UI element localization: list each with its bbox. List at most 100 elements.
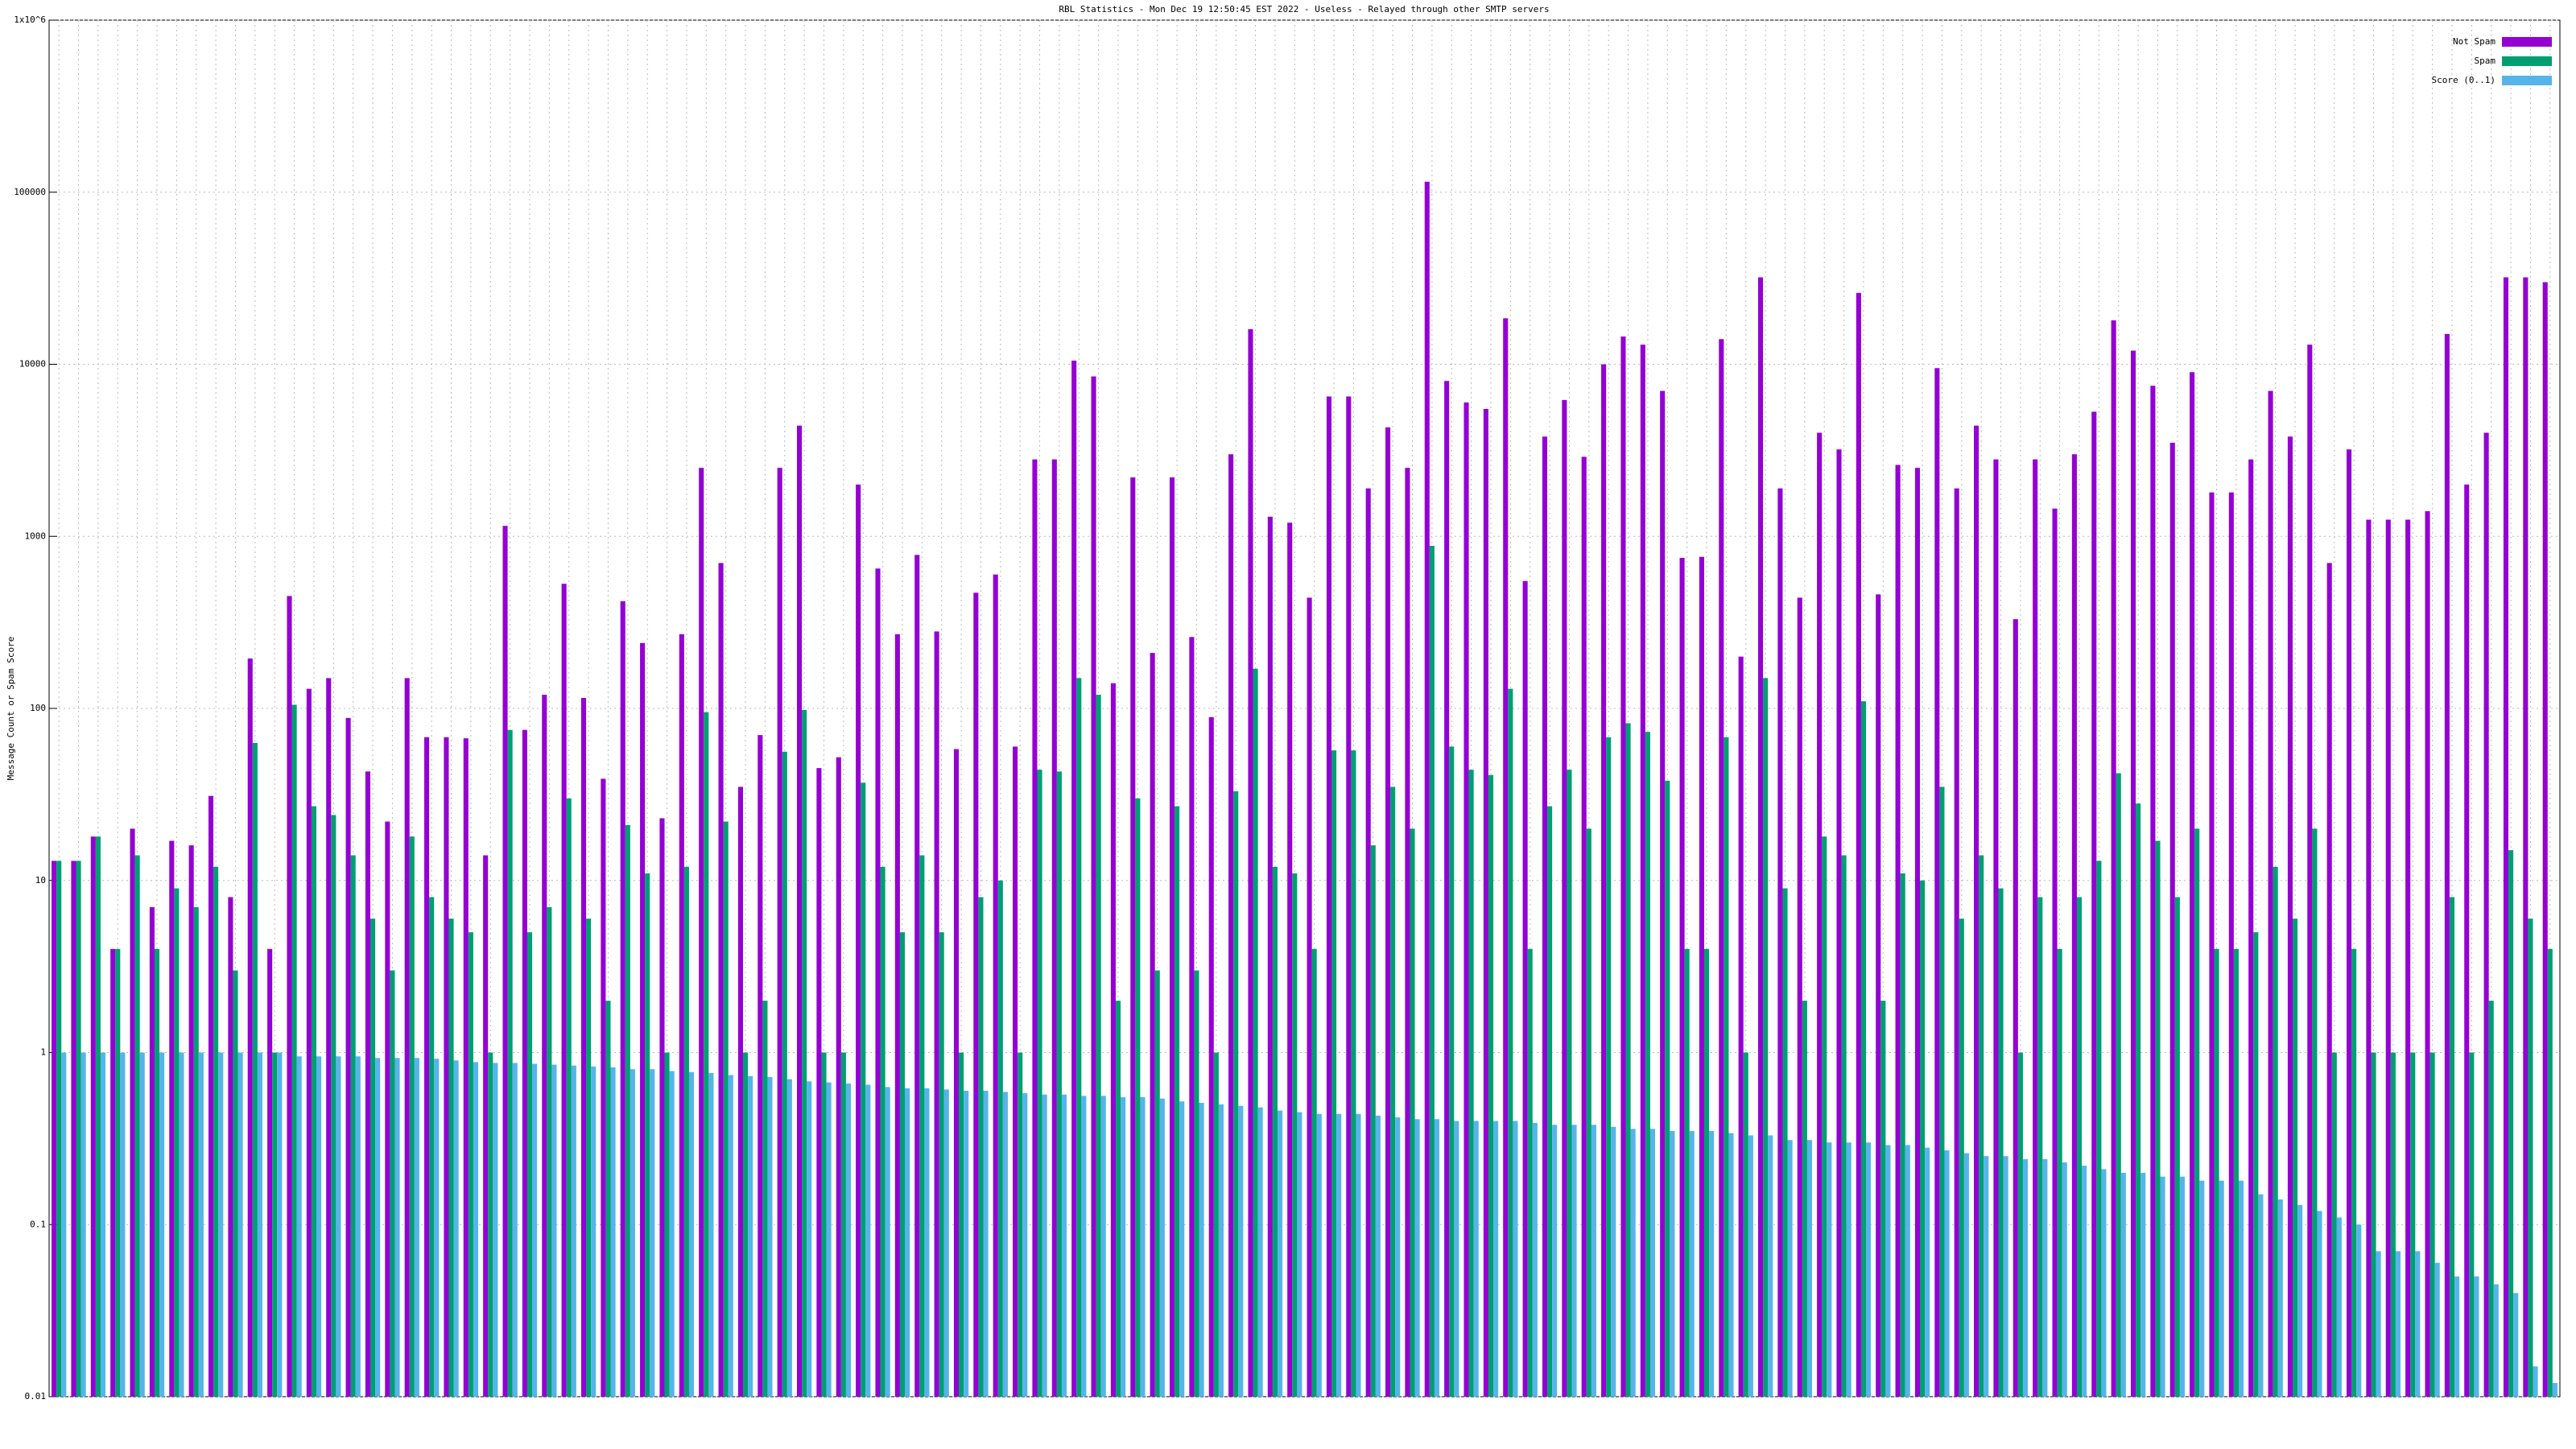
bar — [1984, 1156, 1989, 1397]
bar — [2415, 1251, 2421, 1397]
bar — [826, 1082, 832, 1397]
bar — [1150, 653, 1155, 1397]
bar — [2179, 1176, 2185, 1397]
bar — [762, 1001, 768, 1397]
y-tick-label: 1 — [40, 1047, 46, 1058]
bar — [1297, 1112, 1302, 1397]
bar — [56, 861, 62, 1397]
bar — [2552, 1383, 2557, 1397]
bar — [1567, 770, 1572, 1397]
bar — [2287, 436, 2293, 1397]
bar — [296, 1056, 302, 1397]
bar — [2111, 320, 2116, 1397]
y-tick-label: 0.1 — [30, 1219, 46, 1229]
bar — [1998, 888, 2004, 1397]
bar — [625, 824, 630, 1397]
bar — [213, 866, 219, 1397]
bar — [2116, 773, 2121, 1397]
bar — [885, 1087, 890, 1397]
bar — [1562, 399, 1567, 1397]
bar — [796, 425, 803, 1397]
bar — [2390, 1052, 2396, 1397]
bar — [115, 948, 121, 1397]
bar — [2410, 1052, 2416, 1397]
y-tick-label: 1x10^6 — [14, 14, 46, 25]
bar — [924, 1088, 930, 1397]
bar — [409, 836, 415, 1397]
bar — [390, 970, 395, 1397]
bar — [1051, 459, 1057, 1397]
bar — [1728, 1133, 1734, 1397]
bar — [532, 1063, 538, 1397]
bar — [1822, 836, 1827, 1397]
bar — [919, 855, 925, 1397]
bar — [1434, 1119, 1440, 1397]
bar — [2376, 1251, 2381, 1397]
bar — [1703, 948, 1710, 1397]
bar — [139, 1052, 145, 1397]
bar — [169, 840, 175, 1397]
bar — [704, 712, 709, 1397]
bar — [1601, 364, 1607, 1397]
bar — [2347, 449, 2352, 1397]
bar — [610, 1067, 616, 1397]
bar — [1287, 522, 1293, 1397]
bar — [130, 828, 135, 1397]
bar — [1248, 328, 1253, 1397]
bar — [1385, 427, 1391, 1397]
bar — [620, 601, 625, 1397]
bar — [2454, 1276, 2460, 1397]
bar — [1424, 181, 1430, 1397]
bar — [1493, 1121, 1499, 1397]
bar — [1757, 277, 1764, 1397]
bar — [507, 729, 513, 1397]
bar — [1405, 468, 1410, 1397]
bar — [453, 1060, 459, 1397]
bar — [2130, 350, 2136, 1397]
bar — [1827, 1142, 1832, 1397]
bar — [2174, 897, 2180, 1397]
bar — [1620, 336, 1626, 1397]
bar — [2464, 484, 2470, 1397]
bar — [252, 742, 258, 1397]
bar — [90, 836, 96, 1397]
bar — [287, 596, 292, 1397]
bar — [1061, 1094, 1067, 1397]
bar — [1542, 436, 1548, 1397]
bar — [679, 634, 684, 1397]
bar — [2356, 1224, 2362, 1397]
bar — [1900, 873, 1905, 1397]
bar — [1724, 737, 1729, 1397]
bar — [880, 866, 886, 1397]
bar — [2101, 1169, 2107, 1397]
bar — [2253, 932, 2259, 1397]
bar — [2160, 1176, 2165, 1397]
bar — [2082, 1166, 2087, 1397]
bar — [1777, 488, 1783, 1397]
bar — [943, 1089, 949, 1397]
bar — [2076, 897, 2083, 1397]
bar — [291, 704, 297, 1397]
bar — [953, 749, 960, 1397]
bar — [767, 1076, 773, 1397]
bar — [1748, 1135, 1753, 1397]
bar — [257, 1052, 262, 1397]
bar — [1081, 1096, 1087, 1397]
bar — [2469, 1052, 2475, 1397]
bar — [1522, 580, 1528, 1397]
bar — [267, 948, 273, 1397]
bar — [1022, 1093, 1028, 1397]
bar — [786, 1079, 792, 1397]
legend-swatch — [2502, 76, 2552, 85]
bar — [1463, 402, 1469, 1397]
bar — [228, 897, 233, 1397]
bar — [1866, 1142, 1872, 1397]
bar — [1640, 345, 1645, 1397]
bar — [959, 1052, 964, 1397]
bar — [1159, 1098, 1165, 1397]
bar — [1782, 888, 1788, 1397]
bar — [723, 821, 729, 1397]
bar — [547, 906, 552, 1397]
bar — [1135, 798, 1141, 1397]
bar — [512, 1063, 518, 1397]
